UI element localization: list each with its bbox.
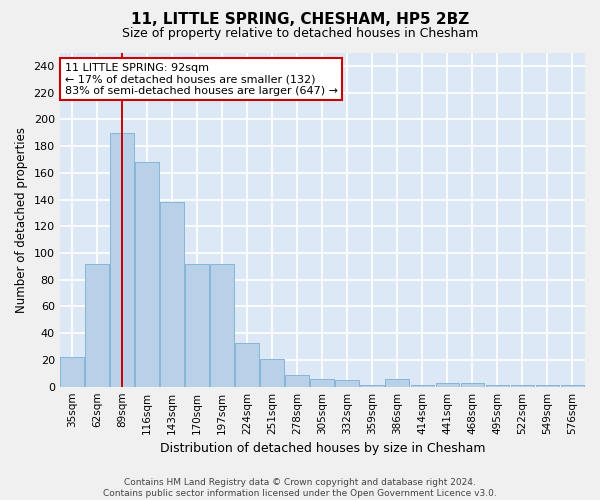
Bar xyxy=(60,358,84,386)
Text: Size of property relative to detached houses in Chesham: Size of property relative to detached ho… xyxy=(122,28,478,40)
Bar xyxy=(260,358,284,386)
Text: 11 LITTLE SPRING: 92sqm
← 17% of detached houses are smaller (132)
83% of semi-d: 11 LITTLE SPRING: 92sqm ← 17% of detache… xyxy=(65,62,338,96)
Bar xyxy=(160,202,184,386)
Bar xyxy=(436,382,459,386)
Bar xyxy=(461,382,484,386)
Bar xyxy=(286,374,309,386)
Bar xyxy=(335,380,359,386)
Bar xyxy=(211,264,234,386)
Text: 11, LITTLE SPRING, CHESHAM, HP5 2BZ: 11, LITTLE SPRING, CHESHAM, HP5 2BZ xyxy=(131,12,469,28)
Bar xyxy=(136,162,159,386)
Text: Contains HM Land Registry data © Crown copyright and database right 2024.
Contai: Contains HM Land Registry data © Crown c… xyxy=(103,478,497,498)
Y-axis label: Number of detached properties: Number of detached properties xyxy=(15,126,28,312)
Bar xyxy=(110,132,134,386)
X-axis label: Distribution of detached houses by size in Chesham: Distribution of detached houses by size … xyxy=(160,442,485,455)
Bar xyxy=(310,378,334,386)
Bar xyxy=(235,342,259,386)
Bar xyxy=(385,378,409,386)
Bar xyxy=(85,264,109,386)
Bar xyxy=(185,264,209,386)
